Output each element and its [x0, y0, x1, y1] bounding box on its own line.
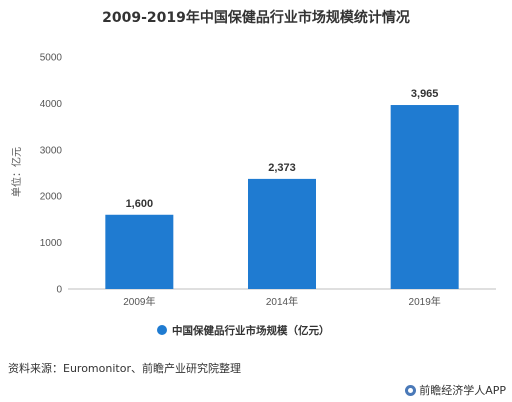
y-tick-label: 0	[56, 285, 62, 296]
legend-marker	[157, 325, 167, 335]
bar	[248, 178, 316, 289]
y-axis-label: 单位：亿元	[10, 147, 23, 197]
y-tick-label: 3000	[40, 145, 63, 156]
data-labels: 1,600 2,373 3,965	[126, 88, 439, 210]
brand-logo-icon	[405, 384, 417, 396]
x-tick-label: 2009年	[123, 295, 155, 308]
brand-text: 前瞻经济学人APP	[419, 384, 506, 397]
data-label: 3,965	[411, 88, 439, 100]
y-tick-label: 2000	[40, 192, 63, 203]
bars	[105, 105, 459, 289]
chart-title: 2009-2019年中国保健品行业市场规模统计情况	[102, 9, 410, 26]
y-tick-label: 4000	[40, 99, 63, 110]
legend-label: 中国保健品行业市场规模（亿元）	[172, 324, 330, 337]
source-note: 资料来源：Euromonitor、前瞻产业研究院整理	[8, 362, 241, 375]
data-label: 1,600	[126, 198, 154, 210]
y-axis: 0 1000 2000 3000 4000 5000	[40, 53, 63, 296]
x-axis: 2009年 2014年 2019年	[123, 295, 441, 308]
data-label: 2,373	[268, 162, 296, 174]
bar	[390, 105, 459, 289]
y-tick-label: 5000	[40, 53, 63, 64]
legend: 中国保健品行业市场规模（亿元）	[157, 324, 330, 337]
x-tick-label: 2019年	[409, 295, 441, 308]
bar	[105, 214, 174, 289]
x-tick-label: 2014年	[266, 295, 298, 308]
chart: 2009-2019年中国保健品行业市场规模统计情况 单位：亿元 0 1000 200…	[10, 9, 496, 337]
y-tick-label: 1000	[40, 238, 63, 249]
brand-credit: 前瞻经济学人APP	[405, 382, 506, 398]
